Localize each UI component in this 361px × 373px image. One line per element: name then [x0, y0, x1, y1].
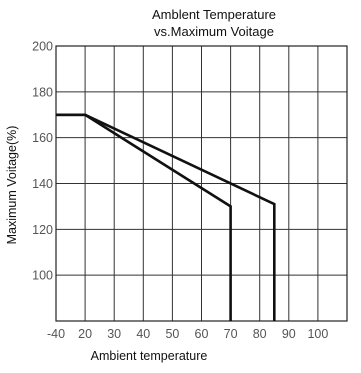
x-tick-label: 50	[165, 327, 179, 341]
y-tick-label: 200	[32, 40, 53, 54]
series-group	[56, 113, 276, 321]
x-tick-label: 30	[107, 327, 121, 341]
y-tick-label: 120	[32, 223, 53, 237]
x-tick-labels: -40 20 30 40 50 60 70 80 90 100	[47, 327, 328, 341]
y-tick-label: 180	[32, 85, 53, 99]
y-tick-label: 140	[32, 177, 53, 191]
plot-frame	[55, 45, 348, 322]
y-tick-label: 160	[32, 131, 53, 145]
chart-title-line2: vs.Maximum Voitage	[154, 24, 274, 39]
series-line-2	[56, 113, 276, 321]
x-tick-label: 70	[224, 327, 238, 341]
x-axis-label: Ambient temperature	[91, 349, 208, 363]
x-tick-label: 60	[195, 327, 209, 341]
y-tick-label: 100	[32, 269, 53, 283]
y-axis-label: Maximum Voitage(%)	[5, 126, 19, 245]
x-tick-label: -40	[47, 327, 65, 341]
chart-title-line1: Amblent Temperature	[152, 7, 276, 22]
x-tick-label: 90	[282, 327, 296, 341]
y-tick-labels: 200 180 160 140 120 100	[32, 40, 53, 283]
grid	[56, 46, 347, 321]
x-tick-label: 100	[307, 327, 328, 341]
x-tick-label: 80	[253, 327, 267, 341]
x-tick-label: 20	[78, 327, 92, 341]
x-tick-label: 40	[136, 327, 150, 341]
